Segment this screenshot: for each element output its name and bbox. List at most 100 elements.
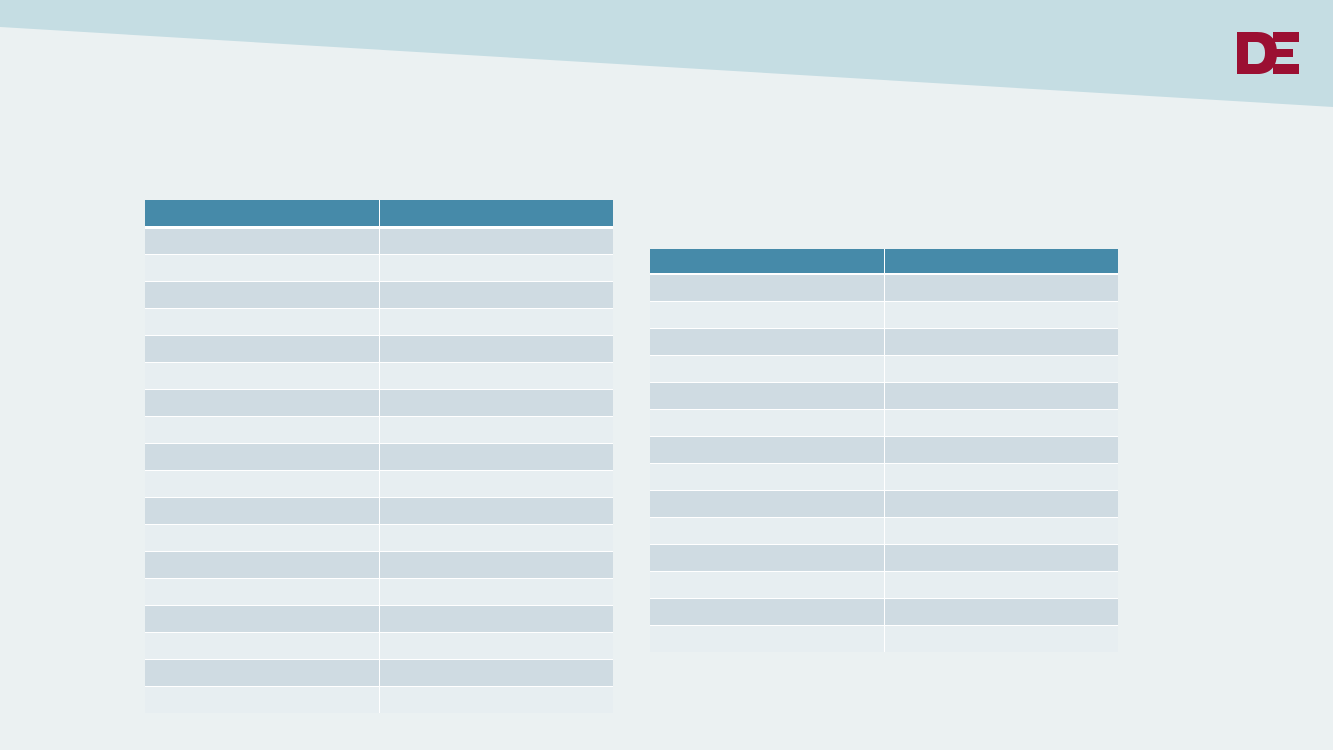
table-row: [650, 273, 1118, 301]
table-cell: [379, 253, 613, 281]
table-body: [650, 273, 1118, 652]
table-row: [650, 489, 1118, 517]
table-cell: [884, 408, 1118, 436]
table-cell: [145, 469, 380, 497]
logo-letter-e-middle: [1275, 49, 1293, 57]
table-cell: [379, 280, 613, 308]
table-cell: [379, 658, 613, 686]
column-header: [379, 200, 613, 229]
table-cell: [884, 462, 1118, 490]
table-row: [145, 523, 613, 551]
logo-letter-d: [1237, 32, 1277, 74]
table-cell: [650, 354, 885, 382]
table-row: [650, 300, 1118, 328]
table-cell: [379, 361, 613, 389]
table-cell: [379, 577, 613, 605]
table-cell: [884, 516, 1118, 544]
table-cell: [650, 273, 885, 301]
table-row: [145, 550, 613, 578]
table-cell: [379, 442, 613, 470]
table-cell: [379, 523, 613, 551]
table-cell: [145, 685, 380, 713]
table-row: [145, 307, 613, 335]
table-cell: [145, 226, 380, 254]
table-row: [145, 280, 613, 308]
table-cell: [145, 550, 380, 578]
table-row: [650, 327, 1118, 355]
banner-band: [0, 0, 1333, 107]
table-row: [145, 226, 613, 254]
table-cell: [379, 388, 613, 416]
table-cell: [145, 631, 380, 659]
table-cell: [884, 381, 1118, 409]
table-cell: [650, 408, 885, 436]
table-row: [650, 543, 1118, 571]
logo-letter-e-bottom: [1273, 64, 1299, 74]
table-cell: [650, 597, 885, 625]
table-cell: [884, 273, 1118, 301]
table-row: [145, 496, 613, 524]
column-header: [884, 249, 1118, 275]
table-row: [145, 469, 613, 497]
table-right: [650, 249, 1118, 652]
logo-letter-e-top: [1273, 32, 1299, 42]
table-cell: [145, 496, 380, 524]
table-cell: [145, 334, 380, 362]
table-row: [145, 604, 613, 632]
table-header-row: [650, 249, 1118, 275]
table-cell: [145, 361, 380, 389]
table-row: [145, 361, 613, 389]
table-row: [145, 685, 613, 713]
column-header: [145, 200, 380, 229]
table-cell: [884, 489, 1118, 517]
table-cell: [650, 489, 885, 517]
table-body: [145, 226, 613, 713]
table-cell: [884, 327, 1118, 355]
table-cell: [650, 570, 885, 598]
table-cell: [145, 307, 380, 335]
table-cell: [379, 415, 613, 443]
table-cell: [650, 516, 885, 544]
de-logo-icon: [1237, 32, 1299, 74]
table-cell: [145, 253, 380, 281]
table-row: [145, 334, 613, 362]
table-cell: [650, 624, 885, 652]
table-row: [145, 577, 613, 605]
table-row: [650, 462, 1118, 490]
table-row: [145, 388, 613, 416]
table-header-row: [145, 200, 613, 229]
table-row: [650, 570, 1118, 598]
table-left: [145, 200, 613, 713]
table-row: [650, 381, 1118, 409]
table-cell: [650, 327, 885, 355]
table-row: [650, 354, 1118, 382]
table-cell: [650, 543, 885, 571]
table-cell: [884, 543, 1118, 571]
table-row: [145, 658, 613, 686]
table-row: [145, 631, 613, 659]
table-cell: [884, 300, 1118, 328]
table-cell: [650, 300, 885, 328]
table-cell: [145, 388, 380, 416]
table-cell: [145, 280, 380, 308]
table-cell: [379, 469, 613, 497]
table-cell: [379, 550, 613, 578]
table-cell: [884, 354, 1118, 382]
table-row: [650, 624, 1118, 652]
table-cell: [884, 624, 1118, 652]
header-banner: [0, 0, 1333, 107]
table-cell: [650, 435, 885, 463]
column-header: [650, 249, 885, 275]
table-cell: [145, 415, 380, 443]
table-row: [145, 442, 613, 470]
table-cell: [650, 381, 885, 409]
table-row: [145, 253, 613, 281]
table-cell: [145, 442, 380, 470]
table-cell: [884, 597, 1118, 625]
table-cell: [379, 604, 613, 632]
table-cell: [379, 631, 613, 659]
table-cell: [884, 435, 1118, 463]
table-cell: [884, 570, 1118, 598]
table-row: [145, 415, 613, 443]
table-cell: [379, 226, 613, 254]
